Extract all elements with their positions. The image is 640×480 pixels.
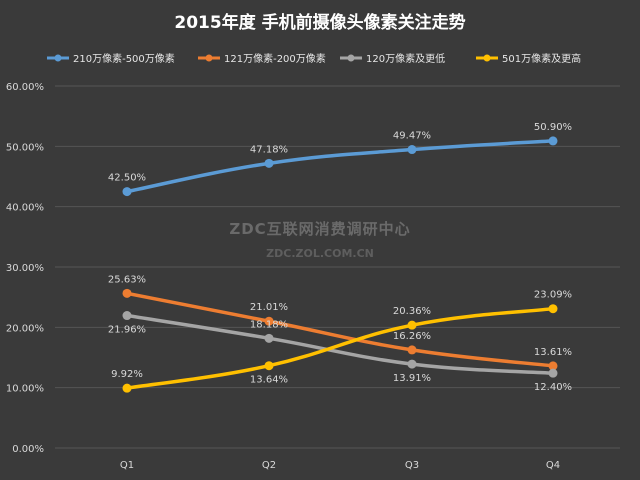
y-tick-label: 60.00% xyxy=(6,82,44,93)
y-axis: 0.00% 10.00% 20.00% 30.00% 40.00% 50.00% 60.00… xyxy=(6,82,44,455)
data-point xyxy=(548,361,558,371)
watermark-url: ZDC.ZOL.COM.CN xyxy=(266,247,374,260)
data-label: 21.96% xyxy=(108,325,146,336)
data-label: 42.50% xyxy=(108,173,146,184)
series-group xyxy=(122,136,558,393)
data-point xyxy=(122,311,132,321)
data-point xyxy=(122,288,132,298)
legend-label: 121万像素-200万像素 xyxy=(224,52,326,65)
data-label: 16.26% xyxy=(393,331,431,342)
legend-label: 120万像素及更低 xyxy=(366,52,445,65)
data-label: 9.92% xyxy=(111,369,143,380)
x-tick-label: Q4 xyxy=(546,460,560,471)
data-label: 49.47% xyxy=(393,131,431,142)
legend: 210万像素-500万像素 121万像素-200万像素 120万像素及更低 501万像… xyxy=(47,52,581,65)
data-point xyxy=(548,304,558,314)
legend-item[interactable]: 120万像素及更低 xyxy=(340,52,445,65)
data-point xyxy=(407,145,417,155)
data-point xyxy=(264,333,274,343)
watermark-title: ZDC互联网消费调研中心 xyxy=(229,220,410,238)
legend-item[interactable]: 121万像素-200万像素 xyxy=(198,52,326,65)
data-label: 20.36% xyxy=(393,306,431,317)
y-tick-label: 40.00% xyxy=(6,203,44,214)
y-tick-label: 10.00% xyxy=(6,384,44,395)
series-line xyxy=(125,313,555,375)
gridlines xyxy=(55,85,620,449)
data-label: 47.18% xyxy=(250,144,288,155)
legend-swatch-marker xyxy=(483,54,491,62)
series-4 xyxy=(122,304,558,393)
data-point xyxy=(407,345,417,355)
data-point xyxy=(122,187,132,197)
series-1 xyxy=(122,136,558,197)
chart-title: 2015年度 手机前摄像头像素关注走势 xyxy=(174,12,465,33)
data-label: 18.18% xyxy=(250,319,288,330)
data-point xyxy=(264,316,274,326)
y-tick-label: 30.00% xyxy=(6,263,44,274)
x-tick-label: Q2 xyxy=(262,460,276,471)
series-3 xyxy=(122,311,558,378)
data-label: 13.61% xyxy=(534,347,572,358)
data-point xyxy=(264,361,274,371)
data-point xyxy=(122,383,132,393)
legend-label: 210万像素-500万像素 xyxy=(73,52,175,65)
series-line xyxy=(125,139,555,194)
watermark: ZDC互联网消费调研中心 ZDC.ZOL.COM.CN xyxy=(229,220,410,260)
legend-item[interactable]: 210万像素-500万像素 xyxy=(47,52,175,65)
series-line xyxy=(125,291,555,368)
y-tick-label: 0.00% xyxy=(12,444,44,455)
series-line xyxy=(125,306,555,390)
data-label: 50.90% xyxy=(534,122,572,133)
data-label: 23.09% xyxy=(534,290,572,301)
data-labels: 42.50% 47.18% 49.47% 50.90% 25.63% 21.01% 16.2… xyxy=(108,122,572,393)
data-point xyxy=(264,158,274,168)
legend-swatch-marker xyxy=(347,54,355,62)
x-tick-label: Q3 xyxy=(405,460,419,471)
data-point xyxy=(407,359,417,369)
series-2 xyxy=(122,288,558,371)
data-label: 12.40% xyxy=(534,382,572,393)
data-point xyxy=(407,320,417,330)
y-tick-label: 20.00% xyxy=(6,323,44,334)
data-label: 25.63% xyxy=(108,274,146,285)
legend-swatch-marker xyxy=(54,54,62,62)
legend-swatch-marker xyxy=(205,54,213,62)
data-point xyxy=(548,368,558,378)
legend-label: 501万像素及更高 xyxy=(502,52,581,65)
data-label: 13.64% xyxy=(250,375,288,386)
data-point xyxy=(548,136,558,146)
data-label: 13.91% xyxy=(393,373,431,384)
y-tick-label: 50.00% xyxy=(6,142,44,153)
data-label: 21.01% xyxy=(250,302,288,313)
legend-item[interactable]: 501万像素及更高 xyxy=(476,52,581,65)
x-tick-label: Q1 xyxy=(120,460,134,471)
x-axis: Q1 Q2 Q3 Q4 xyxy=(120,460,560,471)
